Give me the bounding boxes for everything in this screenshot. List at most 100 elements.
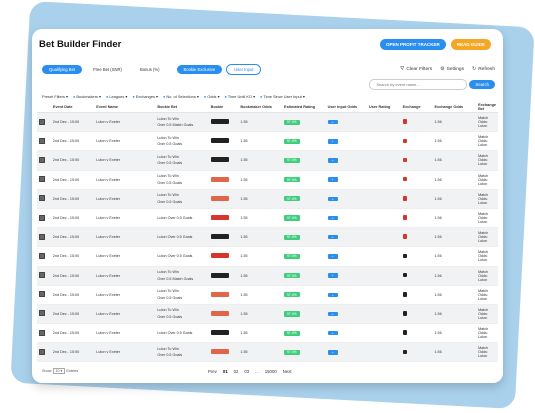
exchange-a-icon[interactable] <box>402 157 408 163</box>
table-row[interactable]: 2nd Dec - 15:00 Luton v Exeter Luton Over … <box>37 246 498 267</box>
exchange-b-icon[interactable] <box>402 330 408 335</box>
calendar-icon[interactable] <box>39 137 45 144</box>
user-input-odds-field[interactable]: + <box>327 350 338 355</box>
betvictor-logo[interactable] <box>210 272 229 278</box>
exchange-a-icon[interactable] <box>402 138 408 144</box>
filter-leagues[interactable]: ●Leagues ▾ <box>106 93 128 99</box>
user-input-odds-field[interactable]: + <box>327 119 338 125</box>
filter-selections[interactable]: ●No. of Selections ▾ <box>163 93 199 99</box>
tab-qualifying-bet[interactable]: Qualifying Bet <box>42 64 83 74</box>
table-row[interactable]: 2nd Dec - 15:00 Luton v Exeter Luton To Wi… <box>37 170 498 190</box>
col-user-rating[interactable]: User Rating <box>367 101 401 113</box>
tab-bonus[interactable]: Bonus (%) <box>139 66 160 72</box>
col-bookmaker-odds[interactable]: Bookmaker Odds <box>238 101 283 113</box>
user-input-odds-field[interactable]: + <box>327 139 338 144</box>
table-row[interactable]: 2nd Dec - 15:00 Luton v Exeter Luton To Wi… <box>37 150 498 171</box>
refresh-button[interactable]: ↻ Refresh <box>472 66 495 72</box>
mode-bookie-exclusive[interactable]: Bookie Exclusive <box>176 64 223 74</box>
user-input-odds-field[interactable]: + <box>327 254 338 259</box>
table-row[interactable]: 2nd Dec - 15:00 Luton v Exeter Luton To Wi… <box>37 342 498 363</box>
open-profit-tracker-button[interactable]: OPEN PROFIT TRACKER <box>379 38 446 50</box>
user-input-odds-field[interactable]: + <box>327 158 338 163</box>
col-event-date[interactable]: Event Date <box>50 101 95 113</box>
page-link[interactable]: 03 <box>244 368 250 374</box>
calendar-icon[interactable] <box>39 233 45 240</box>
exchange-a-icon[interactable] <box>402 196 408 201</box>
user-input-odds-field[interactable]: + <box>327 196 338 202</box>
col-bookie-bet[interactable]: Bookie Bet <box>155 101 209 113</box>
col-bookie[interactable]: Bookie <box>208 101 239 113</box>
user-input-odds-field[interactable]: + <box>327 177 338 182</box>
table-row[interactable]: 2nd Dec - 15:00 Luton v Exeter Luton To Wi… <box>37 112 498 133</box>
user-input-odds-field[interactable]: + <box>327 215 338 221</box>
calendar-icon[interactable] <box>39 252 45 259</box>
user-input-odds-field[interactable]: + <box>327 273 338 278</box>
read-guide-button[interactable]: READ GUIDE <box>450 38 491 50</box>
exchange-a-icon[interactable] <box>402 176 408 182</box>
calendar-icon[interactable] <box>39 272 45 279</box>
clear-filters-button[interactable]: ⛛ Clear Filters <box>400 66 432 72</box>
calendar-icon[interactable] <box>39 156 45 163</box>
betfred-logo[interactable] <box>210 253 229 259</box>
search-button[interactable]: Search <box>469 79 495 89</box>
exchange-a-icon[interactable] <box>402 215 408 220</box>
table-row[interactable]: 2nd Dec - 15:00 Luton v Exeter Luton To Wi… <box>37 266 498 286</box>
william-hill-logo[interactable] <box>210 291 229 297</box>
exchange-a-icon[interactable] <box>402 119 408 124</box>
page-link[interactable]: 02 <box>233 368 239 374</box>
user-input-odds-field[interactable]: + <box>327 311 338 317</box>
user-input-odds-field[interactable]: + <box>327 330 338 336</box>
calendar-icon[interactable] <box>39 214 45 221</box>
calendar-icon[interactable] <box>39 310 45 317</box>
william-hill-logo[interactable] <box>210 349 229 355</box>
calendar-icon[interactable] <box>39 348 45 355</box>
filter-odds[interactable]: ●Odds ▾ <box>203 93 220 99</box>
tab-free-bet[interactable]: Free Bet (SNR) <box>93 66 122 72</box>
filter-time-since-input[interactable]: ●Time Since User Input ▾ <box>260 93 305 99</box>
user-input-odds-field[interactable]: + <box>327 234 338 240</box>
col-user-input-odds[interactable]: User Input Odds <box>325 101 368 113</box>
col-estimated-rating[interactable]: Estimated Rating <box>282 101 326 113</box>
table-row[interactable]: 2nd Dec - 15:00 Luton v Exeter Luton To Wi… <box>37 304 498 325</box>
calendar-icon[interactable] <box>39 329 45 336</box>
betfred-logo[interactable] <box>210 215 229 221</box>
calendar-icon[interactable] <box>39 176 45 183</box>
calendar-icon[interactable] <box>39 118 45 125</box>
table-row[interactable]: 2nd Dec - 15:00 Luton v Exeter Luton Over … <box>37 227 498 248</box>
betvictor-logo[interactable] <box>210 119 229 125</box>
ladbrokes-logo[interactable] <box>210 157 229 163</box>
mode-user-input[interactable]: User Input <box>226 63 262 75</box>
settings-button[interactable]: ⚙ Settings <box>440 66 464 72</box>
calendar-icon[interactable] <box>39 291 45 298</box>
col-event-name[interactable]: Event Name <box>94 101 156 113</box>
calendar-icon[interactable] <box>39 195 45 202</box>
col-exchange[interactable]: Exchange <box>400 101 433 113</box>
search-input[interactable] <box>369 78 468 90</box>
paddy-power-logo[interactable] <box>210 195 229 201</box>
page-size-select[interactable]: 10 ▾ <box>53 368 65 374</box>
exchange-b-icon[interactable] <box>402 311 408 316</box>
page-link[interactable]: 01 <box>222 368 228 374</box>
exchange-b-icon[interactable] <box>402 253 408 259</box>
william-hill-logo[interactable] <box>210 176 229 182</box>
betvictor-logo[interactable] <box>210 234 229 240</box>
filter-time-until-ko[interactable]: ●Time Until KO ▾ <box>224 93 256 99</box>
exchange-b-icon[interactable] <box>402 349 408 355</box>
betvictor-logo[interactable] <box>210 138 229 144</box>
col-exchange-bet[interactable]: Exchange Bet <box>476 101 498 113</box>
prev-page-button[interactable]: Prev <box>208 368 217 374</box>
table-row[interactable]: 2nd Dec - 15:00 Luton v Exeter Luton To Wi… <box>37 285 498 305</box>
user-input-odds-field[interactable]: + <box>327 292 338 298</box>
table-row[interactable]: 2nd Dec - 15:00 Luton v Exeter Luton To Wi… <box>37 131 498 152</box>
page-link[interactable]: 15000 <box>264 368 277 374</box>
paddy-power-logo[interactable] <box>210 310 229 316</box>
next-page-button[interactable]: Next <box>282 368 292 374</box>
filter-exchanges[interactable]: ●Exchanges ▾ <box>132 93 158 99</box>
filter-bookmakers[interactable]: ●Bookmakers ▾ <box>72 93 101 99</box>
table-row[interactable]: 2nd Dec - 15:00 Luton v Exeter Luton Over … <box>37 208 498 229</box>
table-row[interactable]: 2nd Dec - 15:00 Luton v Exeter Luton To Wi… <box>37 189 498 209</box>
exchange-b-icon[interactable] <box>402 272 408 278</box>
col-exchange-odds[interactable]: Exchange Odds <box>432 101 477 113</box>
table-row[interactable]: 2nd Dec - 15:00 Luton v Exeter Luton Over … <box>37 323 498 344</box>
filter-preset[interactable]: Preset Filters ▾ <box>42 93 68 99</box>
